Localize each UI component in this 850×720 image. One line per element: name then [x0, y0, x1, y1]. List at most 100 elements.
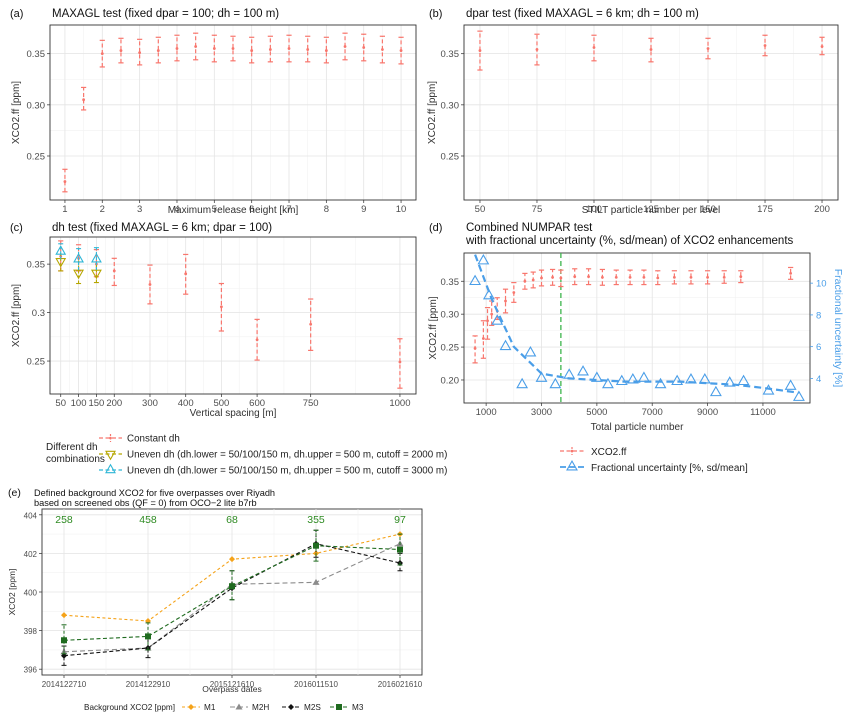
mean-point	[309, 322, 313, 326]
series-m3	[61, 529, 403, 655]
errorbar-mark	[183, 253, 189, 295]
square-marker	[336, 704, 342, 710]
triangle-up-marker	[784, 379, 797, 390]
y-tick-label: 0.25	[27, 151, 46, 162]
errorbar-mark	[572, 268, 578, 286]
panel-title: dh test (fixed MAXAGL = 6 km; dpar = 100…	[52, 222, 272, 234]
x-tick-label: 50	[475, 204, 486, 215]
x-tick-label: 2	[100, 204, 105, 215]
x-tick-label: 100	[71, 398, 87, 409]
legend-item: Constant dh	[99, 434, 180, 445]
square-marker	[313, 542, 319, 549]
diamond-marker	[188, 704, 194, 710]
errorbar-mark	[819, 36, 825, 56]
x-tick-label: 2016021610	[378, 680, 423, 689]
x-tick-label: 8	[324, 204, 329, 215]
mean-point	[587, 275, 590, 279]
diamond-marker	[61, 612, 67, 619]
errorbar-mark	[477, 30, 483, 71]
mean-point	[306, 48, 310, 51]
count-label: 97	[394, 514, 406, 526]
mean-point	[551, 275, 554, 279]
square-marker	[61, 637, 67, 644]
x-tick-label: 11000	[750, 407, 776, 418]
mean-point	[628, 275, 632, 279]
errorbar-mark	[591, 34, 597, 62]
y2-tick-label: 10	[816, 279, 827, 290]
legend-label: XCO2.ff	[591, 447, 627, 458]
x-tick-label: 10	[396, 204, 407, 215]
count-label: 258	[55, 514, 73, 526]
legend-e: Background XCO2 [ppm] M1 M2H M2S M3	[84, 703, 364, 712]
y-tick-label: 0.30	[441, 310, 460, 321]
errorbar-mark	[534, 33, 540, 66]
plot-area	[464, 253, 810, 403]
x-tick-label: 150	[88, 398, 104, 409]
y-axis-label: XCO2 [ppm]	[7, 569, 17, 616]
mean-point	[362, 46, 366, 49]
errorbar-mark	[174, 34, 180, 62]
diamond-marker	[288, 704, 294, 710]
y2-axis-label: Fractional uncertainty [%]	[832, 269, 844, 388]
errorbar-mark	[530, 271, 536, 289]
triangle-up-marker	[601, 377, 614, 389]
y-tick-label: 396	[24, 666, 38, 675]
y-axis-label: XCO2.ff [ppm]	[427, 81, 438, 144]
mean-point	[535, 48, 539, 51]
x-tick-label: 100	[586, 204, 602, 215]
y-tick-label: 0.35	[441, 277, 460, 288]
legend-label: M3	[352, 703, 364, 712]
x-tick-label: 2014122910	[126, 680, 171, 689]
triangle-up-marker	[535, 371, 548, 382]
mean-point	[212, 47, 216, 50]
y-tick-label: 0.35	[27, 260, 46, 271]
mean-point	[739, 275, 743, 279]
panel-a: 1 2 3 4 5 6 7 8 9 10 0.25 0.30 0.35 (a) MAXAGL test (f…	[10, 8, 417, 216]
x-tick-label: 7000	[642, 407, 663, 418]
errorbar-mark	[558, 269, 564, 288]
legend-item: XCO2.ff	[560, 447, 627, 458]
errorbar-mark	[721, 270, 727, 284]
y-tick-label: 0.30	[27, 100, 46, 111]
mean-point	[706, 275, 709, 279]
x-tick-label: 500	[213, 398, 229, 409]
mean-point	[656, 276, 660, 280]
x-tick-label: 7	[286, 204, 291, 215]
count-label: 355	[307, 514, 325, 526]
triangle-up-marker	[615, 374, 628, 386]
mean-point	[540, 276, 543, 280]
mean-point	[219, 305, 223, 309]
panel-title: Combined NUMPAR test	[466, 222, 593, 234]
triangle-up-marker	[637, 371, 650, 382]
errorbar-mark	[137, 38, 143, 66]
legend-title: Different dh	[46, 442, 98, 453]
errorbar-mark	[538, 269, 545, 287]
mean-point	[512, 291, 516, 294]
errorbar-mark	[648, 37, 654, 63]
errorbar-mark	[480, 320, 486, 359]
y-axis-label: XCO2.ff [ppm]	[428, 296, 439, 359]
panel-title: MAXAGL test (fixed dpar = 100; dh = 100 …	[52, 8, 279, 20]
x-tick-label: 200	[106, 398, 122, 409]
x-tick-label: 50	[55, 398, 66, 409]
errorbar-mark	[111, 257, 117, 287]
errorbar-mark	[688, 270, 694, 285]
legend-d: XCO2.ff Fractional uncertainty [%, sd/mea…	[560, 447, 748, 474]
mean-point	[399, 49, 403, 52]
x-tick-label: 5	[212, 204, 217, 215]
x-axis-label: Total particle number	[591, 422, 684, 433]
errorbar-mark	[472, 335, 478, 364]
x-tick-label: 1000	[389, 398, 410, 409]
x-tick-label: 3000	[531, 407, 552, 418]
y-tick-label: 400	[24, 589, 38, 598]
errorbar-mark	[342, 32, 348, 61]
triangle-up-marker	[477, 253, 490, 265]
triangle-up-marker	[737, 374, 750, 386]
errorbar-mark	[522, 272, 528, 290]
mean-point	[398, 360, 402, 364]
plot-border	[463, 24, 839, 201]
y-tick-label: 0.25	[27, 357, 46, 368]
mean-point	[789, 271, 793, 275]
